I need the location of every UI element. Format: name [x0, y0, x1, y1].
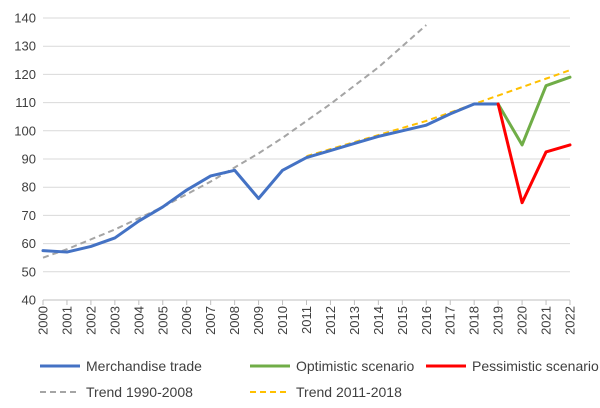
legend: Merchandise trade Optimistic scenario Pess… — [40, 358, 599, 400]
x-tick-label: 2011 — [299, 306, 314, 334]
series-line-trend-1990-2008 — [42, 24, 427, 259]
x-tick-label: 2004 — [131, 306, 146, 335]
series-line-pessimistic-scenario — [496, 102, 572, 205]
x-tick-label: 2002 — [83, 306, 98, 335]
y-tick-label: 140 — [14, 11, 36, 26]
y-tick-labels: 40 50 60 70 80 90 100 110 120 130 140 — [14, 11, 36, 308]
x-tick-label: 2009 — [251, 306, 266, 335]
legend-item-trend-1990-2008: Trend 1990-2008 — [40, 384, 193, 400]
x-tick-label: 2010 — [275, 306, 290, 335]
y-tick-label: 90 — [22, 152, 36, 167]
x-tick-label: 2021 — [539, 306, 554, 335]
legend-item-trend-2011-2018: Trend 2011-2018 — [250, 384, 402, 400]
x-tick-label: 2007 — [203, 306, 218, 335]
axes — [42, 299, 571, 305]
x-tick-label: 2013 — [347, 306, 362, 335]
x-tick-label: 2008 — [227, 306, 242, 335]
series-line-trend-2011-2018 — [306, 69, 571, 158]
x-tick-labels: 2000 2001 2002 2003 2004 2005 2006 2007 2008 2009… — [36, 306, 578, 335]
legend-label: Trend 2011-2018 — [296, 384, 402, 400]
x-tick-label: 2005 — [155, 306, 170, 335]
y-tick-label: 60 — [22, 236, 36, 251]
legend-item-optimistic-scenario: Optimistic scenario — [250, 358, 414, 374]
y-tick-label: 110 — [15, 95, 36, 110]
y-tick-label: 130 — [14, 39, 36, 54]
x-tick-label: 2001 — [59, 306, 74, 335]
legend-label: Trend 1990-2008 — [86, 384, 193, 400]
series-lines — [41, 24, 572, 259]
x-tick-label: 2020 — [515, 306, 530, 335]
y-tick-label: 100 — [14, 123, 36, 138]
legend-item-pessimistic-scenario: Pessimistic scenario — [426, 358, 599, 374]
legend-label: Optimistic scenario — [296, 358, 414, 374]
x-tick-label: 2000 — [36, 306, 51, 335]
y-tick-label: 80 — [22, 180, 36, 195]
x-tick-label: 2003 — [107, 306, 122, 335]
x-tick-label: 2017 — [443, 306, 458, 335]
legend-label: Merchandise trade — [86, 358, 202, 374]
x-tick-label: 2016 — [419, 306, 434, 335]
y-tick-label: 120 — [14, 67, 36, 82]
series-line-merchandise-trade — [41, 102, 500, 254]
legend-item-merchandise-trade: Merchandise trade — [40, 358, 202, 374]
x-tick-label: 2015 — [395, 306, 410, 335]
y-tick-label: 50 — [22, 264, 36, 279]
x-tick-label: 2006 — [179, 306, 194, 335]
y-tick-label: 40 — [22, 293, 36, 308]
series-line-optimistic-scenario — [496, 75, 572, 147]
legend-label: Pessimistic scenario — [472, 358, 599, 374]
x-tick-label: 2022 — [563, 306, 578, 335]
x-tick-label: 2019 — [491, 306, 506, 335]
y-tick-label: 70 — [22, 208, 36, 223]
x-tick-label: 2014 — [371, 306, 386, 335]
x-tick-label: 2018 — [467, 306, 482, 335]
x-tick-label: 2012 — [323, 306, 338, 335]
